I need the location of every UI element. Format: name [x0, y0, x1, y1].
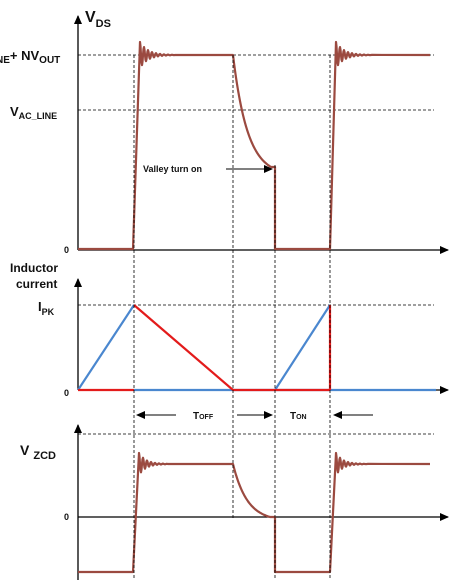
zcd-zero-label: 0 — [64, 512, 69, 522]
current-rise-1 — [77, 304, 135, 391]
vds-ac-line-label: VAC_LINE — [10, 104, 57, 121]
current-fall — [133, 304, 234, 391]
current-zero-label: 0 — [64, 388, 69, 398]
zcd-axis-title: V ZCD — [20, 442, 56, 462]
peak-current-label: IPK — [38, 299, 55, 317]
vds-waveform — [78, 40, 431, 251]
vds-axis-title: VDS — [85, 9, 111, 30]
vds-panel: VDS NE+ NVOUT VAC_LINE 0 Valley turn on — [0, 9, 449, 255]
vds-zero-label: 0 — [64, 245, 69, 255]
current-axis-title-line1: Inductor — [10, 261, 58, 275]
current-axis-title-line2: current — [16, 277, 57, 291]
vds-high-level-label: NE+ NVOUT — [0, 48, 60, 66]
timing-guides — [133, 55, 331, 580]
current-rise-2 — [274, 304, 331, 391]
toff-label: TOFF — [193, 411, 214, 422]
current-panel: Inductor current IPK 0 TOFF TON — [10, 261, 449, 422]
zcd-panel: V ZCD 0 — [20, 424, 449, 580]
zcd-waveform — [78, 451, 431, 574]
valley-turn-on-label: Valley turn on — [143, 164, 202, 174]
ton-label: TON — [290, 411, 307, 422]
